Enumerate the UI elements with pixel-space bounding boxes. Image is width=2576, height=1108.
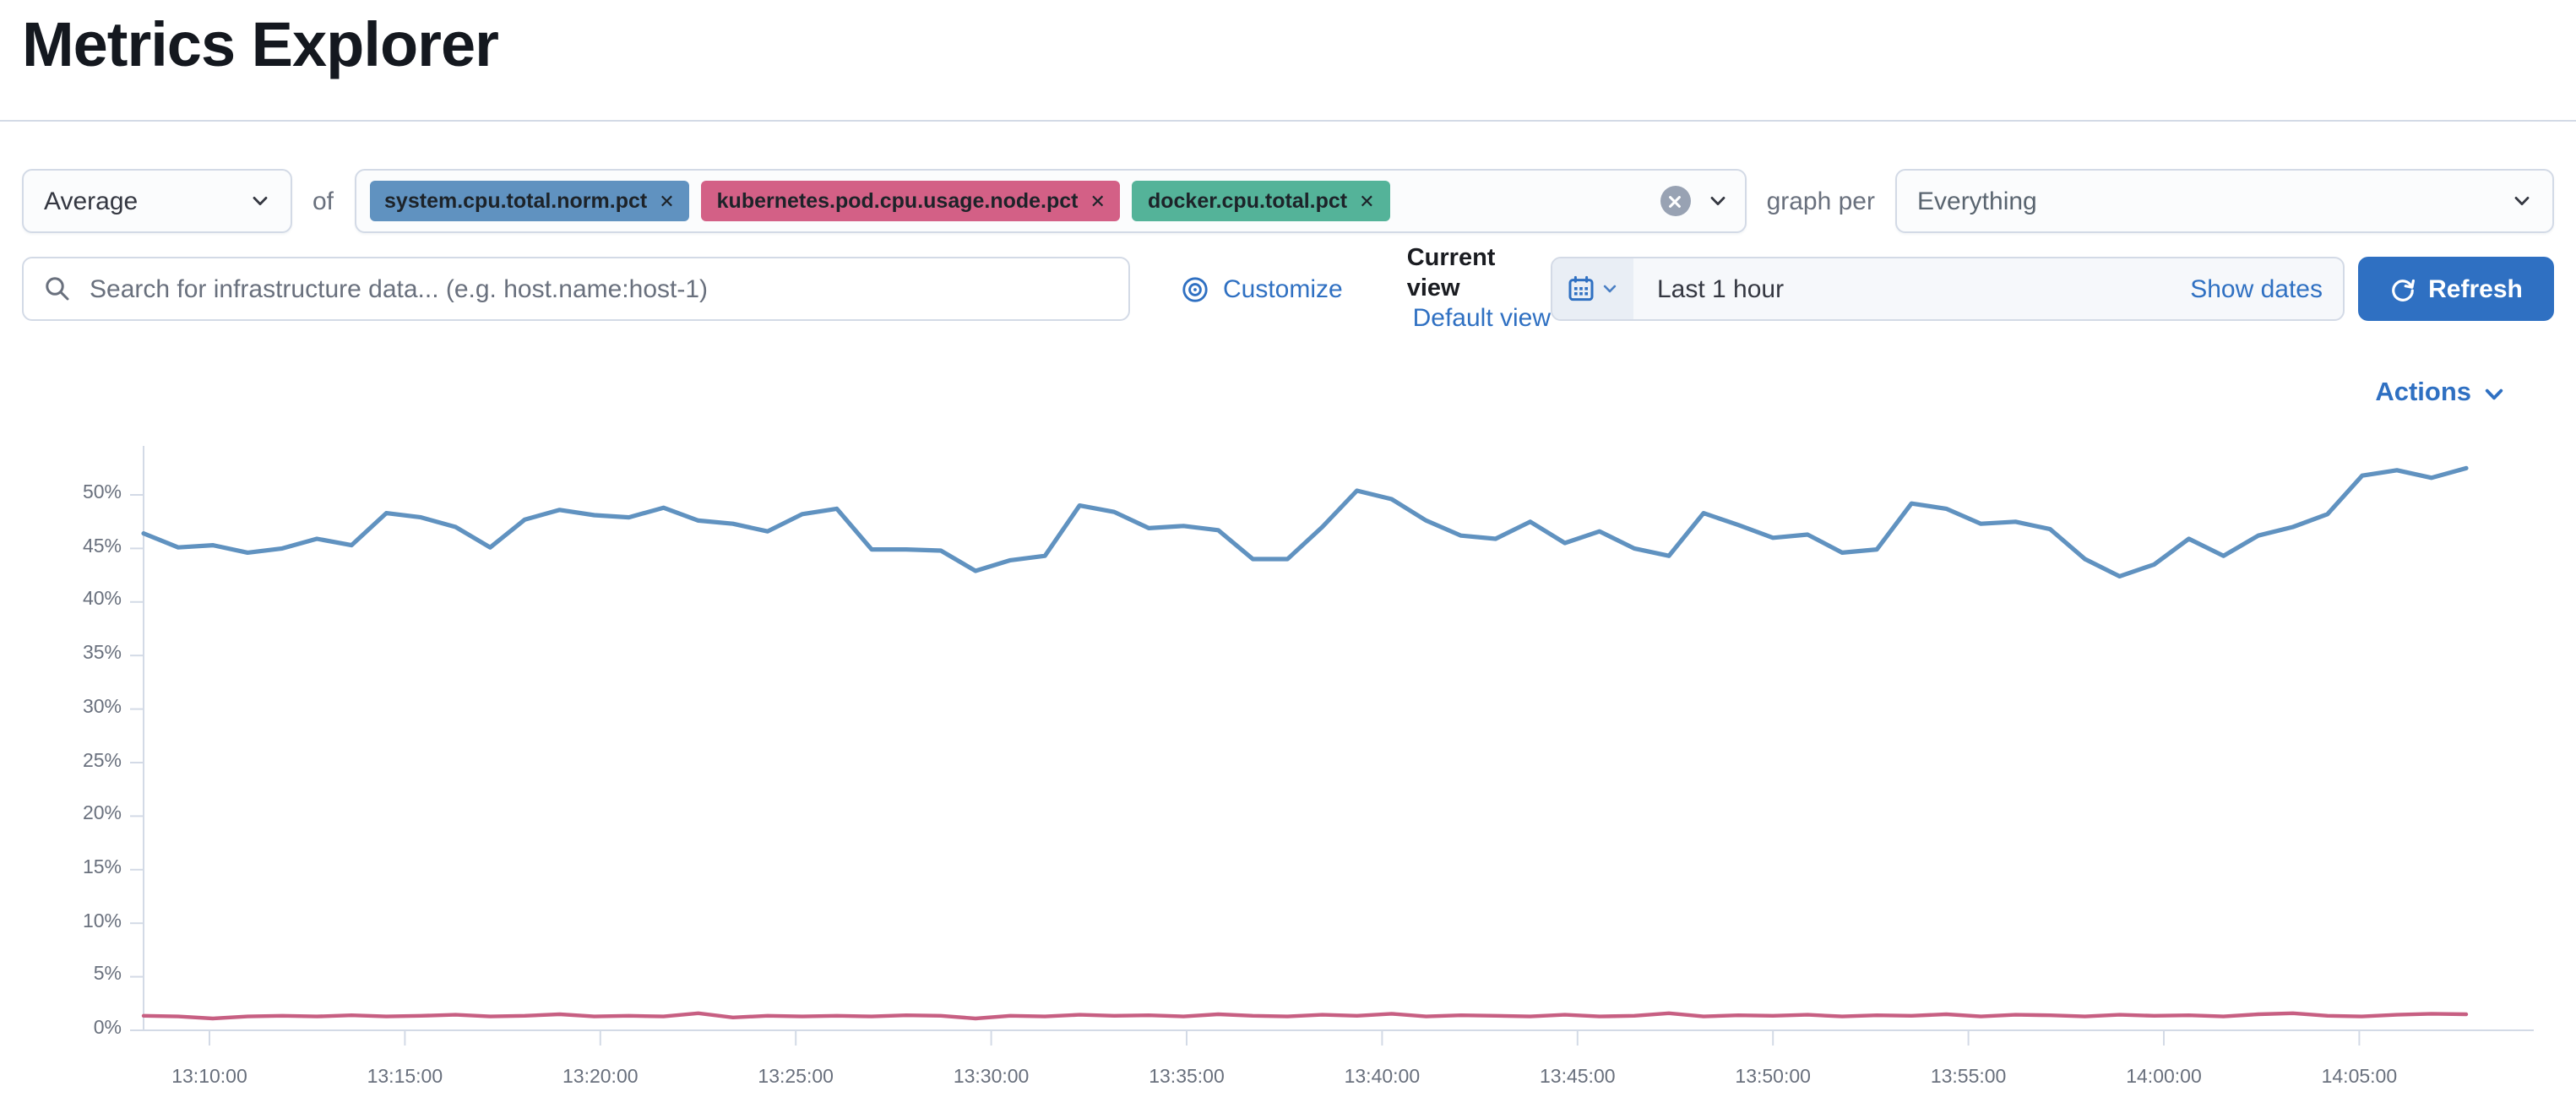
page-title: Metrics Explorer — [22, 10, 499, 79]
x-tick-label: 14:05:00 — [2321, 1067, 2398, 1088]
graph-per-select[interactable]: Everything — [1895, 169, 2554, 233]
refresh-icon — [2391, 278, 2415, 301]
x-tick-label: 13:25:00 — [758, 1067, 834, 1088]
y-tick-label: 0% — [93, 1018, 122, 1039]
remove-metric-icon[interactable]: ✕ — [1359, 192, 1375, 212]
customize-button[interactable]: Customize — [1181, 274, 1343, 303]
metrics-combobox[interactable]: system.cpu.total.norm.pct ✕ kubernetes.p… — [354, 169, 1747, 233]
metrics-chart[interactable]: 0% 5% 10% 15% 20% 25% 30% 35% 40% 45% 50% 13:10:00… — [0, 422, 2576, 1108]
y-tick-label: 20% — [82, 804, 122, 825]
of-label: of — [312, 187, 334, 215]
clear-all-icon[interactable] — [1660, 186, 1691, 216]
x-tick-label: 13:10:00 — [171, 1067, 247, 1088]
chevron-down-icon[interactable] — [1708, 191, 1728, 211]
search-icon — [46, 277, 69, 301]
y-tick-label: 45% — [82, 536, 122, 557]
time-picker-quick-menu[interactable] — [1552, 258, 1633, 319]
calendar-icon — [1568, 275, 1594, 301]
x-tick-label: 13:20:00 — [562, 1067, 639, 1088]
y-tick-label: 50% — [82, 483, 122, 503]
metric-badge-label: system.cpu.total.norm.pct — [384, 189, 648, 213]
chevron-down-icon — [2485, 388, 2503, 399]
x-tick-label: 14:00:00 — [2126, 1067, 2202, 1088]
combobox-controls — [1660, 186, 1728, 216]
show-dates-button[interactable]: Show dates — [2190, 274, 2323, 303]
search-box — [22, 257, 1130, 321]
chart-canvas — [130, 446, 2534, 1046]
x-tick-label: 13:30:00 — [953, 1067, 1030, 1088]
metric-badges: system.cpu.total.norm.pct ✕ kubernetes.p… — [369, 181, 1660, 221]
y-tick-label: 15% — [82, 857, 122, 878]
graph-per-select-value: Everything — [1917, 187, 2037, 215]
chart-line-series — [141, 465, 2469, 578]
filter-toolbar: Customize Current view Default view Last… — [22, 245, 2554, 333]
remove-metric-icon[interactable]: ✕ — [1090, 192, 1106, 212]
refresh-button[interactable]: Refresh — [2358, 257, 2554, 321]
x-tick-label: 13:35:00 — [1149, 1067, 1225, 1088]
y-tick-label: 30% — [82, 697, 122, 718]
metric-badge-kubernetes-pod-cpu[interactable]: kubernetes.pod.cpu.usage.node.pct ✕ — [701, 181, 1121, 221]
current-view-label: Current view — [1406, 245, 1496, 302]
time-picker: Last 1 hour Show dates — [1551, 257, 2345, 321]
x-tick-label: 13:45:00 — [1540, 1067, 1616, 1088]
metric-badge-label: kubernetes.pod.cpu.usage.node.pct — [716, 189, 1079, 213]
y-tick-label: 25% — [82, 751, 122, 771]
customize-label: Customize — [1223, 274, 1343, 303]
metric-badge-system-cpu[interactable]: system.cpu.total.norm.pct ✕ — [369, 181, 690, 221]
chevron-down-icon — [2514, 197, 2530, 205]
y-tick-label: 10% — [82, 911, 122, 932]
search-input[interactable] — [86, 273, 1108, 305]
chevron-down-icon — [253, 197, 268, 205]
graph-per-label: graph per — [1766, 187, 1875, 215]
y-tick-label: 5% — [93, 964, 122, 986]
refresh-label: Refresh — [2428, 274, 2523, 303]
metric-badge-label: docker.cpu.total.pct — [1147, 189, 1348, 213]
remove-metric-icon[interactable]: ✕ — [659, 192, 675, 212]
header-divider — [0, 120, 2576, 122]
y-tick-label: 35% — [82, 644, 122, 665]
aggregation-select-value: Average — [44, 187, 139, 215]
view-switcher: Current view Default view — [1407, 243, 1551, 334]
x-tick-label: 13:55:00 — [1930, 1067, 2007, 1088]
y-tick-label: 40% — [82, 589, 122, 611]
aggregation-select[interactable]: Average — [22, 169, 292, 233]
actions-label: Actions — [2375, 378, 2471, 407]
chart-line-series — [141, 1011, 2469, 1021]
x-tick-label: 13:40:00 — [1344, 1067, 1421, 1088]
aggregation-toolbar: Average of system.cpu.total.norm.pct ✕ k… — [22, 169, 2554, 233]
x-tick-label: 13:50:00 — [1735, 1067, 1811, 1088]
time-range-value[interactable]: Last 1 hour — [1657, 274, 1785, 303]
default-view-link[interactable]: Default view — [1412, 304, 1551, 333]
metric-badge-docker-cpu[interactable]: docker.cpu.total.pct ✕ — [1132, 181, 1390, 221]
actions-menu-button[interactable]: Actions — [2375, 378, 2505, 409]
chevron-down-icon — [1603, 285, 1617, 293]
bullseye-icon — [1182, 276, 1208, 301]
x-tick-label: 13:15:00 — [367, 1067, 443, 1088]
